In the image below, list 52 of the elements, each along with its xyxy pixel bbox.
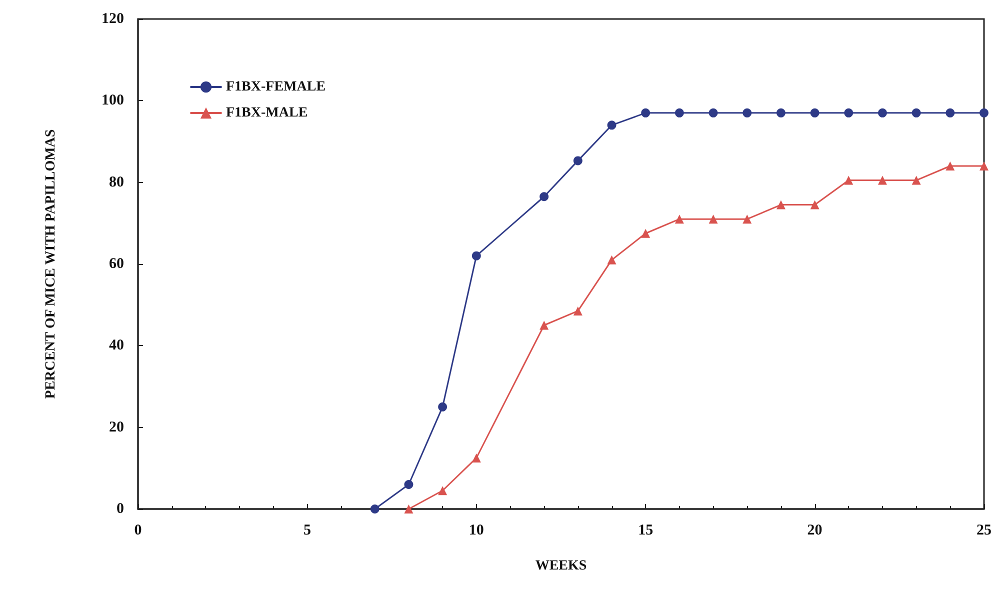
- point: [472, 453, 481, 462]
- point: [946, 162, 955, 170]
- x-axis-title: WEEKS: [535, 558, 587, 574]
- point: [980, 162, 988, 170]
- point: [404, 504, 414, 514]
- point: [573, 156, 582, 166]
- point: [607, 255, 616, 264]
- x-tick-label: 25: [976, 522, 992, 538]
- x-tick-label: 0: [134, 522, 142, 538]
- y-tick-label: 120: [102, 11, 124, 27]
- point: [742, 108, 752, 118]
- point: [844, 108, 854, 118]
- y-tick-label: 0: [116, 501, 124, 517]
- point: [404, 480, 414, 489]
- point: [540, 192, 549, 202]
- point: [607, 120, 616, 130]
- point: [742, 214, 752, 224]
- point: [912, 108, 921, 118]
- point: [708, 108, 718, 118]
- point: [472, 251, 481, 260]
- point: [573, 306, 582, 316]
- y-tick-label: 20: [109, 419, 124, 436]
- x-tick-label: 5: [303, 522, 311, 538]
- point: [370, 504, 380, 514]
- y-tick-label: 100: [102, 92, 124, 109]
- point: [878, 176, 887, 185]
- y-axis-title: PERCENT OF MICE WITH PAPILLOMAS: [44, 129, 58, 399]
- point: [438, 486, 448, 496]
- point: [674, 108, 684, 118]
- y-tick-label: 80: [109, 174, 124, 190]
- x-tick-label: 10: [468, 522, 484, 538]
- legend-label: F1BX-FEMALE: [226, 80, 326, 94]
- point: [641, 228, 650, 238]
- point: [708, 214, 718, 224]
- point: [912, 176, 921, 185]
- y-tick-label: 60: [109, 256, 124, 272]
- point: [946, 108, 955, 118]
- point: [776, 200, 786, 210]
- legend-label: F1BX-MALE: [226, 106, 308, 120]
- point: [641, 108, 650, 118]
- x-tick-label: 15: [638, 522, 654, 538]
- point: [810, 108, 820, 118]
- point: [878, 108, 887, 118]
- point: [540, 320, 549, 330]
- x-tick-label: 20: [807, 522, 822, 538]
- point: [438, 402, 448, 412]
- point: [980, 108, 988, 118]
- point: [810, 200, 820, 210]
- point: [674, 214, 684, 224]
- point: [844, 176, 854, 185]
- point: [776, 108, 786, 118]
- y-tick-label: 40: [109, 338, 124, 354]
